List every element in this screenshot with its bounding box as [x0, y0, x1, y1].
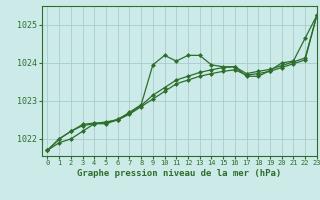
X-axis label: Graphe pression niveau de la mer (hPa): Graphe pression niveau de la mer (hPa): [77, 169, 281, 178]
